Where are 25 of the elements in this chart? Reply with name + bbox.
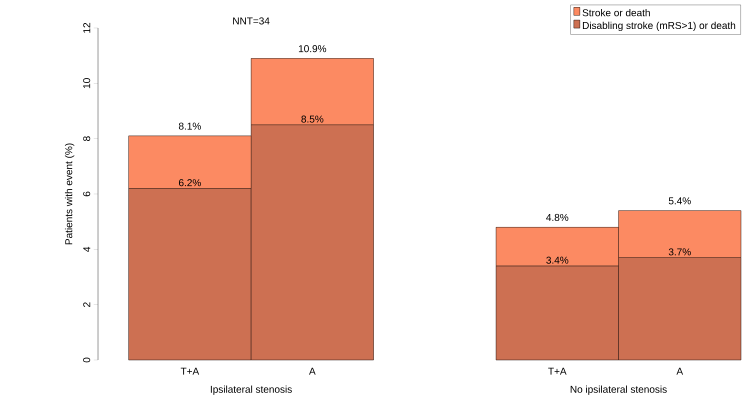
legend-label: Disabling stroke (mRS>1) or death: [582, 22, 736, 32]
y-tick-label: 0: [83, 358, 90, 362]
y-tick-label: 12: [83, 22, 90, 33]
x-tick-label: T+A: [548, 368, 567, 375]
data-label: 3.4%: [546, 256, 568, 264]
text: Ipsilateral stenosis: [210, 386, 292, 395]
data-label: 6.2%: [178, 179, 201, 186]
total-label: 8.1%: [178, 122, 201, 130]
total-label: 4.8%: [546, 214, 568, 221]
data-label: 8.5%: [301, 116, 324, 123]
y-tick-label: 6: [83, 192, 90, 196]
y-tick-label: 10: [83, 78, 90, 88]
y-tick-label: 8: [83, 136, 90, 141]
total-label: 10.9%: [298, 45, 326, 52]
text: No ipsilateral stenosis: [570, 386, 667, 395]
x-tick-label: A: [309, 368, 316, 375]
data-label: 3.7%: [668, 248, 691, 256]
y-axis-title: Patients with event (%): [64, 143, 74, 244]
x-tick-label: A: [676, 368, 684, 375]
x-tick-label: T+A: [180, 368, 200, 375]
y-tick-label: 4: [83, 246, 90, 252]
legend-label: Stroke or death: [582, 8, 650, 16]
total-label: 5.4%: [668, 197, 691, 204]
y-tick-label: 2: [83, 302, 90, 307]
text: NNT=34: [233, 17, 270, 24]
